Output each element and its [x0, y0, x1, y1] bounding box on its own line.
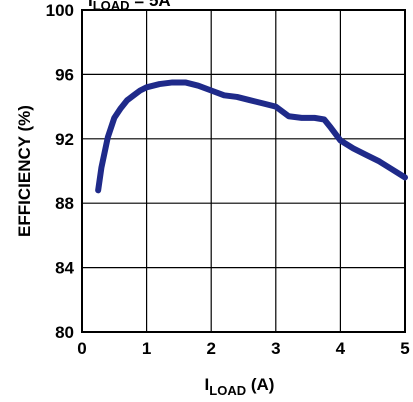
y-tick-label-84: 84: [55, 259, 74, 278]
y-tick-label-80: 80: [55, 323, 74, 342]
x-tick-label-0: 0: [77, 339, 86, 358]
series-layer: [98, 82, 405, 190]
x-tick-label-5: 5: [400, 339, 409, 358]
x-tick-label-4: 4: [336, 339, 346, 358]
y-tick-label-100: 100: [46, 1, 74, 20]
plot-frame: [82, 10, 405, 332]
y-tick-label-92: 92: [55, 130, 74, 149]
x-tick-label-3: 3: [271, 339, 280, 358]
grid-layer: [82, 10, 405, 332]
y-tick-label-88: 88: [55, 194, 74, 213]
efficiency-series-line: [98, 82, 405, 190]
x-tick-label-1: 1: [142, 339, 151, 358]
y-tick-label-96: 96: [55, 65, 74, 84]
y-axis-title: EFFICIENCY (%): [15, 105, 34, 237]
top-condition-label: ILOAD = 5A: [88, 0, 171, 13]
x-tick-label-2: 2: [206, 339, 215, 358]
x-axis-title: ILOAD (A): [205, 375, 275, 398]
